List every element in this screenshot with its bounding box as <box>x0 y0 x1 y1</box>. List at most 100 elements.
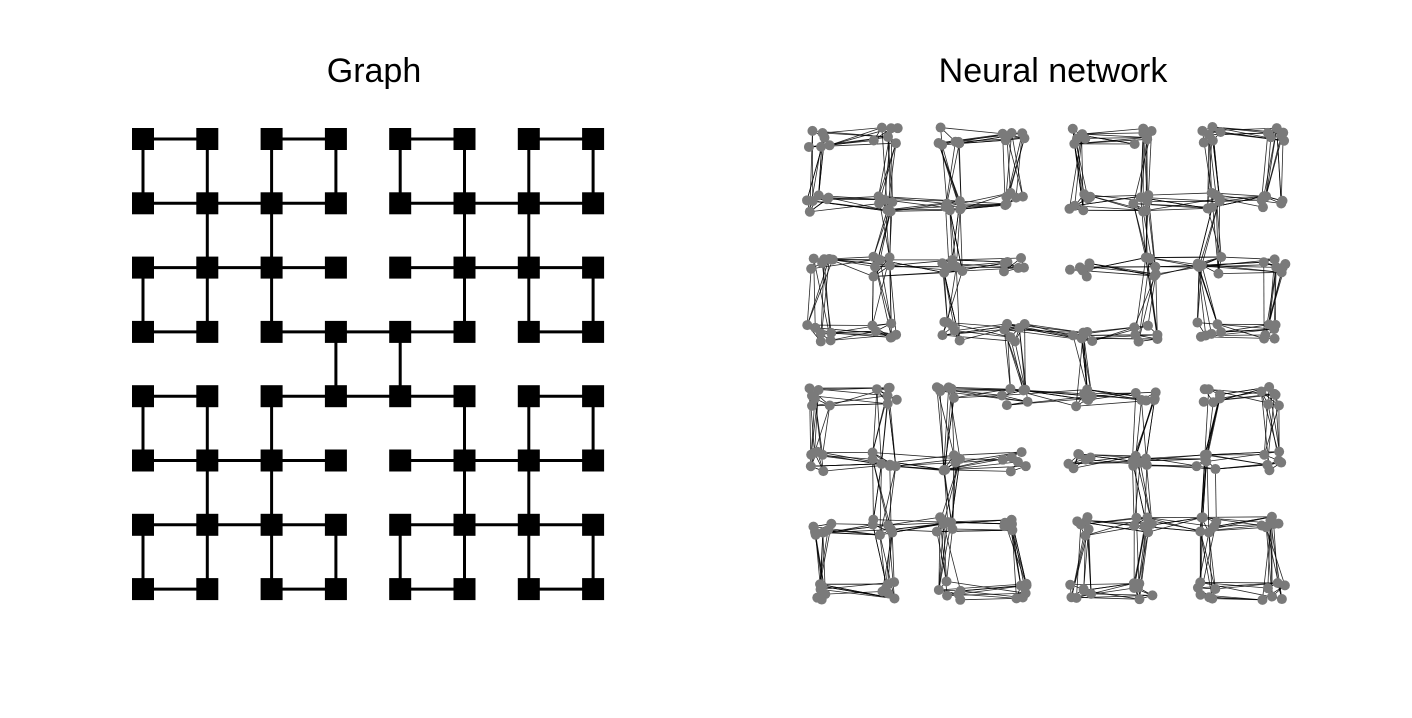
nn-edge <box>960 458 1003 461</box>
nn-edge <box>895 465 945 471</box>
graph-node <box>517 578 540 601</box>
nn-edge <box>1199 531 1216 590</box>
nn-node <box>1279 135 1290 146</box>
nn-node <box>1009 336 1020 347</box>
nn-node <box>885 332 896 343</box>
nn-node <box>955 594 966 605</box>
nn-node <box>1271 262 1282 273</box>
nn-edge <box>1215 464 1268 470</box>
nn-edge <box>820 259 825 342</box>
nn-edge <box>873 209 888 257</box>
nn-node <box>1136 395 1147 406</box>
graph-node <box>196 320 219 343</box>
nn-edge <box>1202 516 1272 518</box>
nn-node <box>1016 252 1027 263</box>
nn-node <box>1071 133 1082 144</box>
nn-node <box>1138 206 1149 217</box>
graph-node <box>453 578 476 601</box>
nn-node <box>1207 122 1218 133</box>
nn-edge <box>1135 455 1153 524</box>
nn-node <box>884 260 895 271</box>
nn-node <box>883 382 894 393</box>
nn-edge <box>946 580 1026 594</box>
nn-node <box>1259 333 1270 344</box>
nn-node <box>954 196 965 207</box>
nn-node <box>939 267 950 278</box>
nn-node <box>943 382 954 393</box>
graph-node <box>196 256 219 279</box>
nn-edge <box>1011 132 1024 197</box>
nn-node <box>1001 400 1012 411</box>
nn-node <box>1082 326 1093 337</box>
nn-node <box>1068 463 1079 474</box>
nn-edge <box>806 199 891 212</box>
nn-node <box>887 197 898 208</box>
graph-node <box>260 385 283 408</box>
nn-node <box>1011 593 1022 604</box>
nn-node <box>1129 139 1140 150</box>
nn-edge <box>1219 195 1264 199</box>
graph-node <box>260 192 283 215</box>
nn-node <box>1075 519 1086 530</box>
nn-node <box>1212 319 1223 330</box>
graph-node <box>453 449 476 472</box>
nn-edge <box>943 272 948 323</box>
nn-node <box>1149 395 1160 406</box>
nn-node <box>1082 384 1093 395</box>
nn-node <box>886 318 897 329</box>
nn-edge <box>1090 582 1134 595</box>
nn-node <box>1087 335 1098 346</box>
graph-node <box>517 192 540 215</box>
nn-node <box>1080 133 1091 144</box>
nn-node <box>950 457 961 468</box>
nn-node <box>1192 582 1203 593</box>
nn-node <box>1266 511 1277 522</box>
nn-edge <box>1140 132 1144 198</box>
nn-edge <box>819 532 824 585</box>
nn-edge <box>1088 266 1156 275</box>
graph-node <box>196 513 219 536</box>
graph-node <box>196 578 219 601</box>
nn-edge <box>889 462 956 467</box>
nn-node <box>813 384 824 395</box>
nn-node <box>1143 190 1154 201</box>
nn-edge <box>1145 454 1205 459</box>
nn-edge <box>829 127 883 146</box>
nn-node <box>818 466 829 477</box>
nn-edge <box>812 403 888 407</box>
nn-node <box>937 330 948 341</box>
nn-node <box>1002 257 1013 268</box>
nn-node <box>1022 396 1033 407</box>
graph-node <box>389 578 412 601</box>
nn-edge <box>806 268 812 326</box>
nn-node <box>889 593 900 604</box>
nn-edge <box>1091 593 1153 596</box>
nn-node <box>884 461 895 472</box>
nn-node <box>1207 135 1218 146</box>
graph-node <box>517 513 540 536</box>
nn-node <box>1129 520 1140 531</box>
nn-node <box>1216 252 1227 263</box>
nn-node <box>1277 195 1288 206</box>
nn-node <box>871 384 882 395</box>
nn-edge <box>1073 455 1136 469</box>
nn-edge <box>1201 265 1218 325</box>
nn-edge <box>1206 454 1268 466</box>
nn-node <box>1262 459 1273 470</box>
nn-node <box>954 335 965 346</box>
nn-edge <box>946 143 960 204</box>
nn-node <box>827 254 838 265</box>
graph-node <box>196 192 219 215</box>
nn-node <box>1150 269 1161 280</box>
nn-edge <box>1217 323 1265 339</box>
nn-node <box>940 464 951 475</box>
nn-node <box>1078 585 1089 596</box>
nn-node <box>1271 123 1282 134</box>
nn-node <box>890 138 901 149</box>
nn-node <box>879 194 890 205</box>
nn-node <box>808 521 819 532</box>
nn-edge <box>943 458 961 525</box>
nn-node <box>887 527 898 538</box>
nn-edge <box>822 405 831 455</box>
nn-node <box>996 390 1007 401</box>
